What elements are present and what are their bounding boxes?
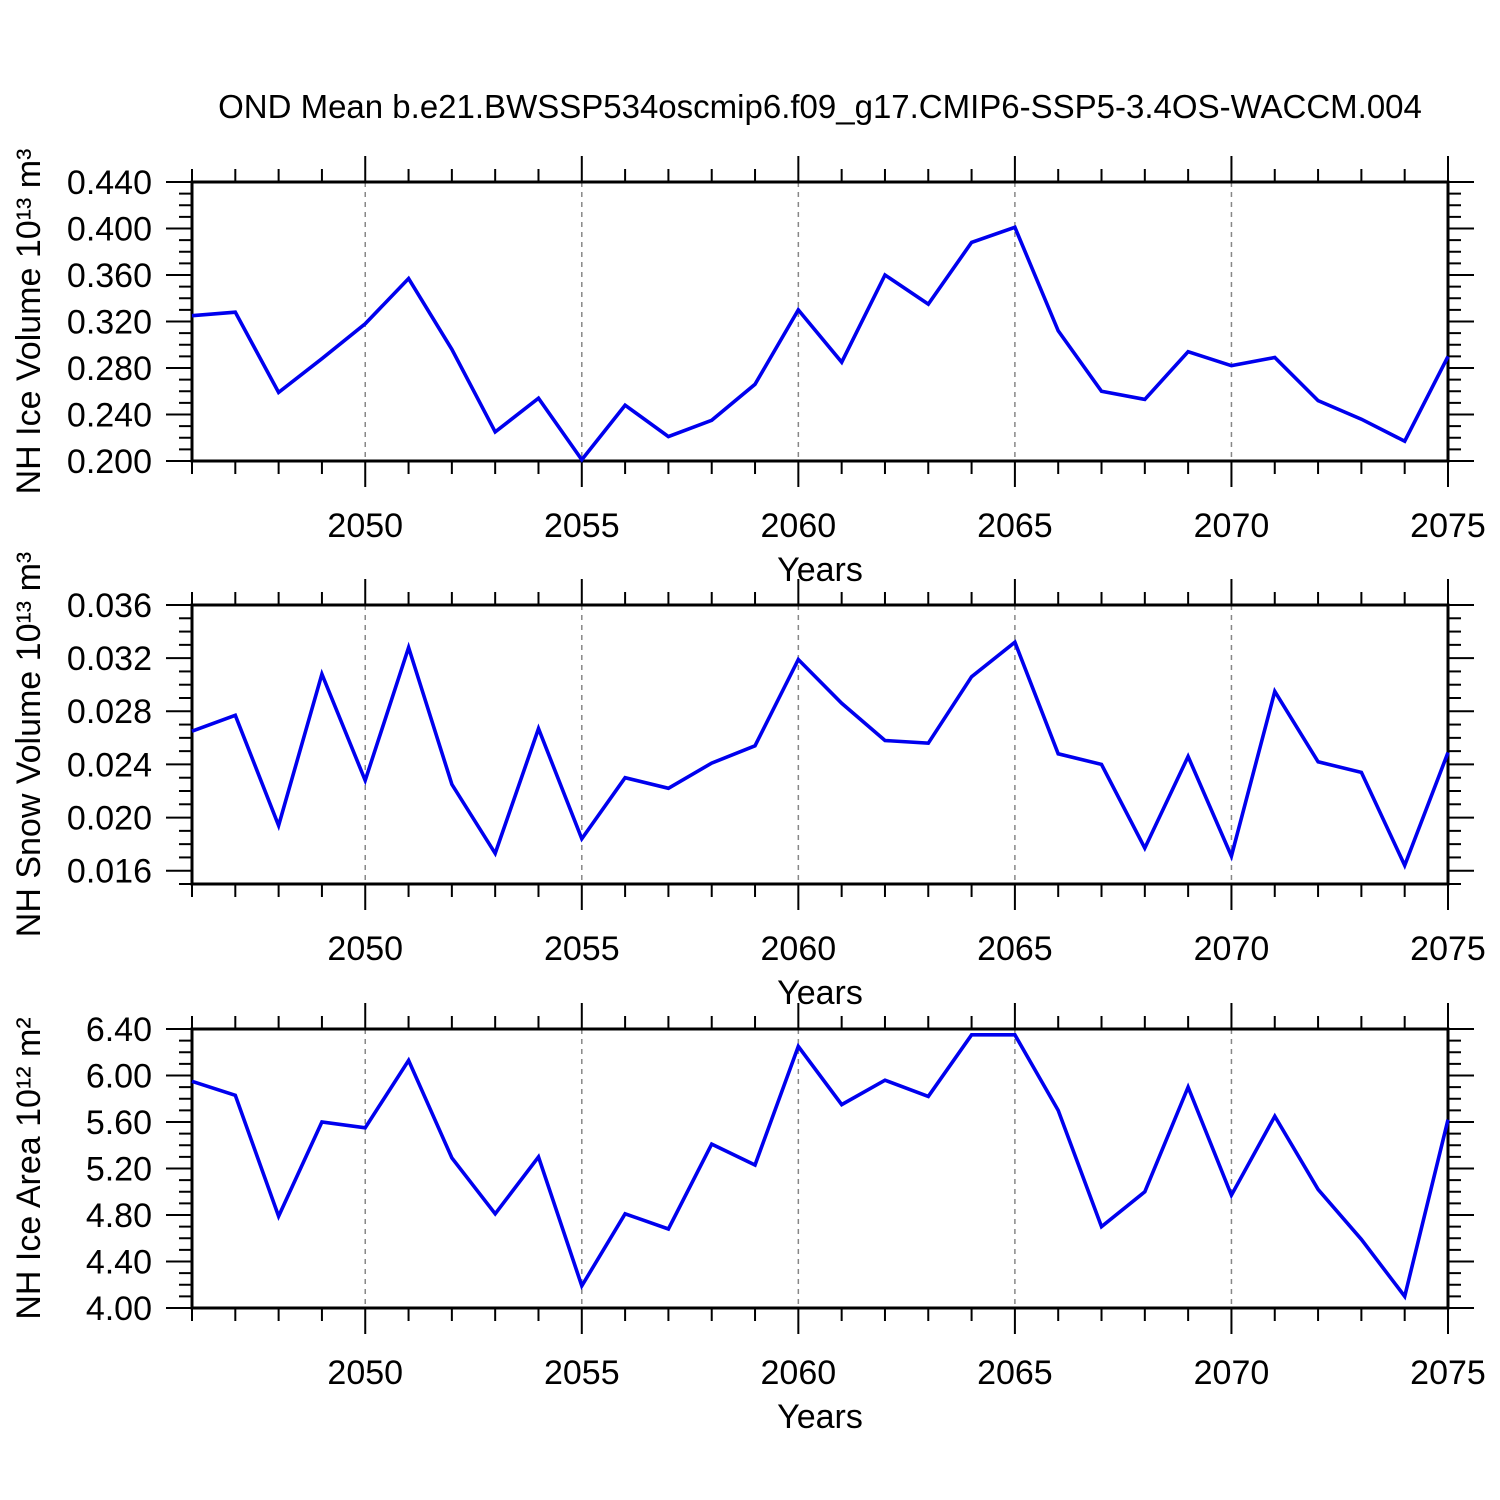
y-tick-label: 5.60 bbox=[86, 1104, 152, 1142]
series-line-nh-ice-area bbox=[191, 1033, 1450, 1301]
y-tick-label: 0.440 bbox=[67, 164, 152, 202]
y-tick-label: 0.360 bbox=[67, 257, 152, 295]
series-line-nh-ice-volume bbox=[191, 225, 1450, 463]
y-tick-label: 0.016 bbox=[67, 853, 152, 891]
y-tick-label: 5.20 bbox=[86, 1150, 152, 1188]
plot-border bbox=[190, 1027, 1450, 1310]
y-tick-label: 4.40 bbox=[86, 1243, 152, 1281]
x-tick-label: 2060 bbox=[761, 507, 837, 545]
y-tick-label: 0.320 bbox=[67, 303, 152, 341]
panel-nh-ice-area: 4.00 4.40 4.80 5.20 5.60 6.00 6.40 2050 2055 2060… bbox=[10, 1003, 1486, 1436]
y-tick-label: 0.020 bbox=[67, 799, 152, 837]
chart-title: OND Mean b.e21.BWSSP534oscmip6.f09_g17.C… bbox=[218, 88, 1422, 125]
x-tick-label: 2055 bbox=[544, 1354, 620, 1392]
y-tick-label: 4.80 bbox=[86, 1197, 152, 1235]
x-axis-title: Years bbox=[777, 1398, 863, 1436]
panel-nh-ice-volume: 0.200 0.240 0.280 0.320 0.360 0.400 0.440 2050 2… bbox=[10, 149, 1486, 589]
panel-nh-snow-volume: 0.016 0.020 0.024 0.028 0.032 0.036 2050 2055 20… bbox=[10, 552, 1486, 1012]
x-tick-label: 2060 bbox=[761, 1354, 837, 1392]
y-tick-label: 0.036 bbox=[67, 587, 152, 625]
x-axis-title: Years bbox=[777, 974, 863, 1012]
y-axis-title: NH Ice Area 10¹² m² bbox=[10, 1017, 48, 1319]
x-tick-label: 2050 bbox=[327, 1354, 403, 1392]
x-tick-label: 2070 bbox=[1194, 507, 1270, 545]
x-tick-label: 2070 bbox=[1194, 1354, 1270, 1392]
x-tick-label: 2055 bbox=[544, 507, 620, 545]
x-tick-label: 2075 bbox=[1410, 1354, 1486, 1392]
x-tick-label: 2075 bbox=[1410, 930, 1486, 968]
x-axis-title: Years bbox=[777, 551, 863, 589]
y-tick-label: 6.00 bbox=[86, 1057, 152, 1095]
y-tick-label: 0.200 bbox=[67, 443, 152, 481]
y-axis-title: NH Snow Volume 10¹³ m³ bbox=[10, 552, 48, 937]
series-line-nh-snow-volume bbox=[191, 639, 1450, 871]
x-tick-label: 2065 bbox=[977, 1354, 1053, 1392]
x-tick-label: 2050 bbox=[327, 930, 403, 968]
y-tick-label: 0.024 bbox=[67, 746, 152, 784]
x-tick-label: 2050 bbox=[327, 507, 403, 545]
x-tick-label: 2060 bbox=[761, 930, 837, 968]
y-tick-label: 0.240 bbox=[67, 396, 152, 434]
x-tick-label: 2055 bbox=[544, 930, 620, 968]
plot-border bbox=[190, 180, 1450, 463]
y-tick-label: 0.028 bbox=[67, 693, 152, 731]
x-tick-label: 2065 bbox=[977, 507, 1053, 545]
y-tick-label: 0.032 bbox=[67, 640, 152, 678]
y-tick-label: 6.40 bbox=[86, 1011, 152, 1049]
x-tick-label: 2070 bbox=[1194, 930, 1270, 968]
y-tick-label: 4.00 bbox=[86, 1290, 152, 1328]
y-tick-label: 0.400 bbox=[67, 210, 152, 248]
x-tick-label: 2075 bbox=[1410, 507, 1486, 545]
y-axis-title: NH Ice Volume 10¹³ m³ bbox=[10, 149, 48, 495]
plot-border bbox=[190, 603, 1450, 886]
y-tick-label: 0.280 bbox=[67, 350, 152, 388]
x-tick-label: 2065 bbox=[977, 930, 1053, 968]
